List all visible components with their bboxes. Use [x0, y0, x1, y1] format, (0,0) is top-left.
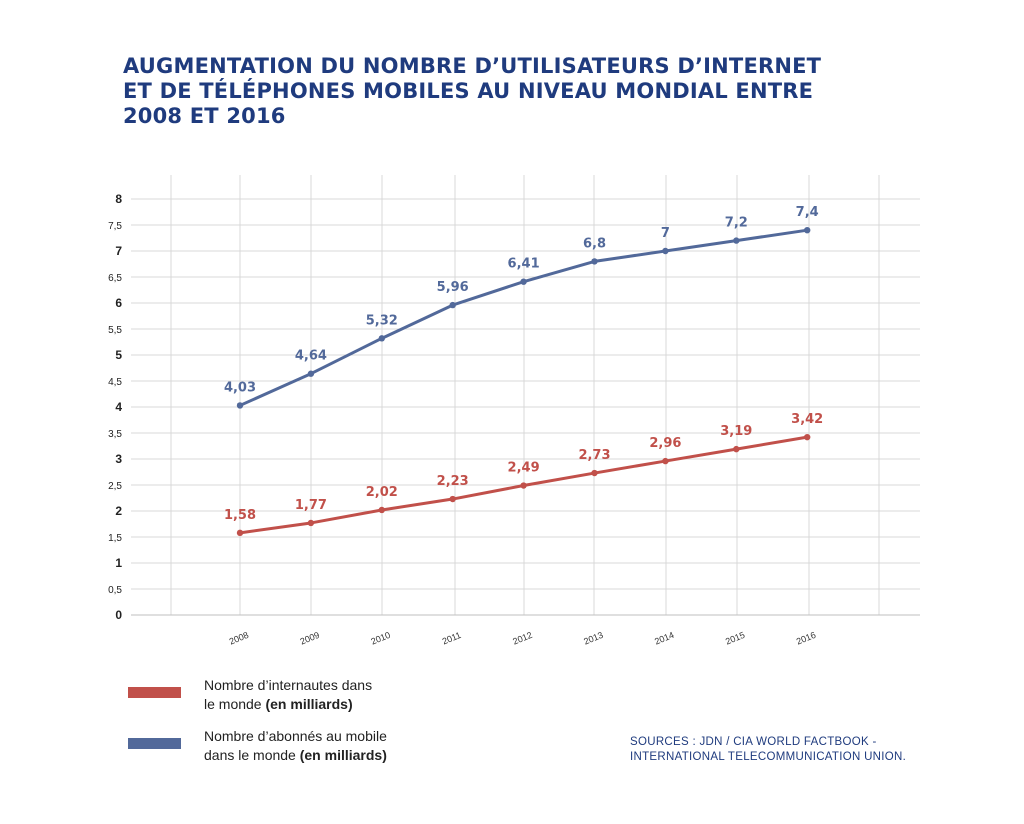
data-label: 2,73: [578, 448, 610, 463]
x-tick-label: 2009: [299, 630, 321, 647]
legend-label-line2: dans le monde: [204, 747, 300, 763]
data-label: 7,2: [725, 216, 748, 231]
data-point: [591, 469, 598, 477]
x-tick-label: 2008: [228, 630, 250, 647]
data-label: 3,42: [791, 412, 823, 427]
legend-item-mobile: Nombre d’abonnés au mobile dans le monde…: [128, 727, 488, 767]
data-point: [591, 258, 598, 265]
title-line: ET DE TÉLÉPHONES MOBILES AU NIVEAU MONDI…: [123, 79, 814, 103]
data-point: [520, 278, 527, 285]
x-tick-label: 2010: [370, 630, 392, 647]
data-label: 5,96: [437, 280, 469, 295]
data-label: 2,23: [437, 474, 469, 489]
data-label: 2,49: [508, 461, 540, 476]
legend-label-line2: le monde: [204, 696, 266, 712]
data-point: [378, 335, 385, 342]
data-point: [733, 445, 740, 453]
legend-item-internautes: Nombre d’internautes dans le monde (en m…: [128, 676, 488, 716]
series-internautes: 1,58 1,77 2,02 2,23 2,49 2,73 2,96 3,19 3,42: [224, 412, 823, 537]
sources-line2: INTERNATIONAL TELECOMMUNICATION UNION.: [630, 751, 907, 763]
series-group: 1,58 1,77 2,02 2,23 2,49 2,73 2,96 3,19 3,42 4,03…: [224, 205, 823, 537]
y-tick-label: 7,5: [108, 221, 122, 232]
y-tick-label: 1: [115, 556, 122, 570]
chart-title: AUGMENTATION DU NOMBRE D’UTILISATEURS D’…: [123, 54, 943, 129]
data-label: 6,8: [583, 236, 606, 251]
legend-label: Nombre d’abonnés au mobile dans le monde…: [204, 727, 387, 765]
data-point: [520, 482, 527, 489]
legend-swatch-red: [128, 687, 181, 698]
x-tick-label: 2011: [441, 630, 463, 647]
y-tick-label: 2,5: [108, 481, 122, 492]
y-tick-label: 7: [115, 244, 122, 258]
x-tick-label: 2014: [653, 630, 675, 647]
title-line: AUGMENTATION DU NOMBRE D’UTILISATEURS D’…: [123, 54, 822, 78]
data-label: 1,77: [295, 498, 327, 513]
legend-swatch-blue: [128, 738, 181, 749]
data-label: 2,02: [366, 485, 398, 500]
legend-label-unit: (en milliards): [299, 747, 387, 763]
data-point: [307, 370, 315, 377]
y-tick-label: 5,5: [108, 325, 122, 336]
data-label: 3,19: [720, 424, 752, 439]
data-label: 4,64: [295, 349, 327, 364]
data-point: [804, 227, 811, 234]
legend-label-line1: Nombre d’abonnés au mobile: [204, 728, 387, 744]
data-label: 4,03: [224, 380, 256, 395]
data-label: 6,41: [508, 257, 540, 272]
data-point: [662, 457, 669, 465]
y-tick-label: 6: [115, 296, 122, 310]
legend-label: Nombre d’internautes dans le monde (en m…: [204, 676, 372, 714]
data-point: [378, 506, 385, 514]
y-tick-label: 6,5: [108, 273, 122, 284]
y-axis-tick-labels: 0 0,5 1 1,5 2 2,5 3 3,5 4 4,5 5 5,5 6 6,5 7 7,5 8: [108, 192, 122, 622]
data-point: [733, 237, 740, 244]
data-label: 7,4: [796, 205, 819, 220]
data-label: 1,58: [224, 508, 256, 523]
data-point: [236, 529, 244, 537]
y-tick-label: 0,5: [108, 585, 122, 596]
series-mobile: 4,03 4,64 5,32 5,96 6,41 6,8 7 7,2 7,4: [224, 205, 819, 409]
data-point: [804, 433, 811, 441]
y-tick-label: 2: [115, 504, 122, 518]
x-tick-label: 2016: [795, 630, 817, 647]
legend-label-unit: (en milliards): [265, 696, 353, 712]
data-point: [236, 402, 244, 409]
horizontal-gridlines: [131, 198, 920, 616]
x-tick-label: 2013: [582, 630, 604, 647]
y-tick-label: 1,5: [108, 533, 122, 544]
data-label: 7: [661, 226, 670, 241]
y-tick-label: 3: [115, 452, 122, 466]
data-point: [307, 519, 315, 527]
y-tick-label: 5: [115, 348, 122, 362]
data-label: 2,96: [649, 436, 681, 451]
title-line: 2008 ET 2016: [123, 104, 286, 128]
x-axis-tick-labels: 2008 2009 2010 2011 2012 2013 2014 2015 2016: [228, 630, 818, 647]
legend-label-line1: Nombre d’internautes dans: [204, 677, 373, 693]
vertical-gridlines: [170, 175, 880, 615]
y-tick-label: 4,5: [108, 377, 122, 388]
y-tick-label: 0: [115, 608, 122, 622]
data-point: [449, 301, 456, 309]
y-tick-label: 3,5: [108, 429, 122, 440]
data-point: [449, 495, 456, 503]
y-tick-label: 4: [115, 400, 122, 414]
sources-note: SOURCES : JDN / CIA WORLD FACTBOOK - INT…: [630, 735, 906, 765]
sources-line1: SOURCES : JDN / CIA WORLD FACTBOOK -: [630, 736, 877, 748]
x-tick-label: 2015: [724, 630, 746, 647]
data-label: 5,32: [366, 313, 398, 328]
data-point: [662, 247, 669, 255]
y-tick-label: 8: [115, 192, 122, 206]
x-tick-label: 2012: [511, 630, 533, 647]
